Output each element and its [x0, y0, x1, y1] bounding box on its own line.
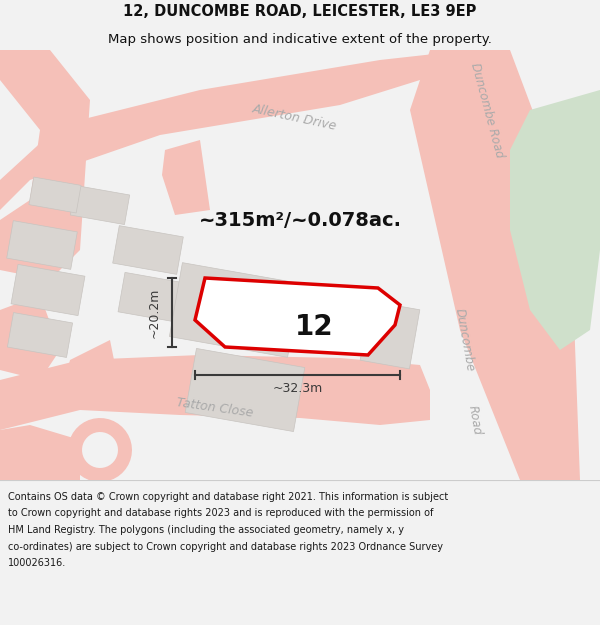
Text: Duncombe Road: Duncombe Road [468, 61, 506, 159]
Polygon shape [29, 177, 81, 213]
Text: Road: Road [466, 404, 484, 436]
Text: HM Land Registry. The polygons (including the associated geometry, namely x, y: HM Land Registry. The polygons (includin… [8, 525, 404, 535]
Polygon shape [68, 418, 132, 482]
Polygon shape [195, 278, 400, 355]
Text: ~20.2m: ~20.2m [148, 288, 161, 338]
Polygon shape [169, 262, 301, 358]
Text: Map shows position and indicative extent of the property.: Map shows position and indicative extent… [108, 32, 492, 46]
Polygon shape [118, 272, 192, 324]
Polygon shape [65, 340, 120, 405]
Polygon shape [7, 312, 73, 358]
Polygon shape [510, 90, 600, 350]
Polygon shape [0, 295, 60, 380]
Text: to Crown copyright and database rights 2023 and is reproduced with the permissio: to Crown copyright and database rights 2… [8, 509, 433, 519]
Text: Tatton Close: Tatton Close [176, 396, 254, 420]
Text: 12: 12 [295, 313, 334, 341]
Polygon shape [162, 140, 210, 215]
Text: Allerton Drive: Allerton Drive [251, 102, 338, 133]
Polygon shape [0, 355, 430, 430]
Polygon shape [113, 226, 184, 274]
Text: Duncombe: Duncombe [453, 308, 477, 372]
Text: 12, DUNCOMBE ROAD, LEICESTER, LE3 9EP: 12, DUNCOMBE ROAD, LEICESTER, LE3 9EP [124, 4, 476, 19]
Polygon shape [7, 221, 77, 269]
Polygon shape [70, 186, 130, 224]
Polygon shape [11, 264, 85, 316]
Polygon shape [410, 50, 580, 480]
Polygon shape [360, 301, 420, 369]
Polygon shape [0, 50, 90, 280]
Text: ~32.3m: ~32.3m [272, 382, 323, 396]
Polygon shape [0, 425, 80, 480]
Polygon shape [0, 50, 490, 210]
Text: ~315m²/~0.078ac.: ~315m²/~0.078ac. [199, 211, 401, 229]
Text: 100026316.: 100026316. [8, 558, 66, 568]
Text: co-ordinates) are subject to Crown copyright and database rights 2023 Ordnance S: co-ordinates) are subject to Crown copyr… [8, 541, 443, 551]
Text: Contains OS data © Crown copyright and database right 2021. This information is : Contains OS data © Crown copyright and d… [8, 492, 448, 502]
Polygon shape [185, 349, 305, 431]
